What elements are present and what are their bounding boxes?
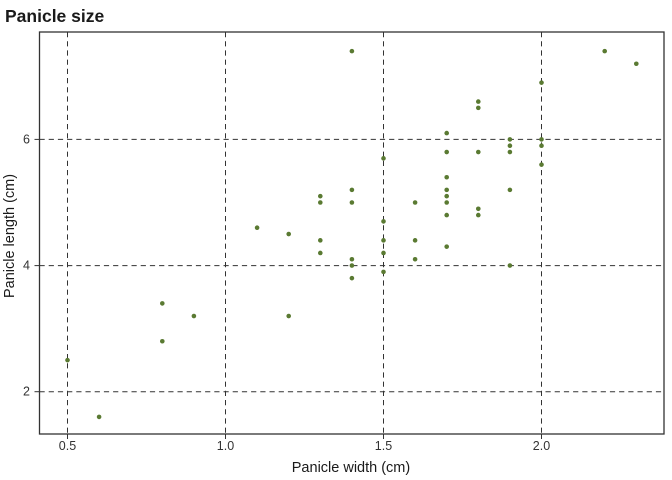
svg-text:6: 6: [23, 132, 30, 146]
svg-text:2.0: 2.0: [533, 439, 550, 453]
svg-text:2: 2: [23, 385, 30, 399]
svg-text:0.5: 0.5: [59, 439, 76, 453]
svg-text:1.0: 1.0: [217, 439, 234, 453]
svg-text:Panicle length (cm): Panicle length (cm): [2, 174, 18, 298]
svg-text:1.5: 1.5: [375, 439, 392, 453]
svg-text:4: 4: [23, 259, 30, 273]
svg-text:Panicle width (cm): Panicle width (cm): [292, 460, 410, 476]
